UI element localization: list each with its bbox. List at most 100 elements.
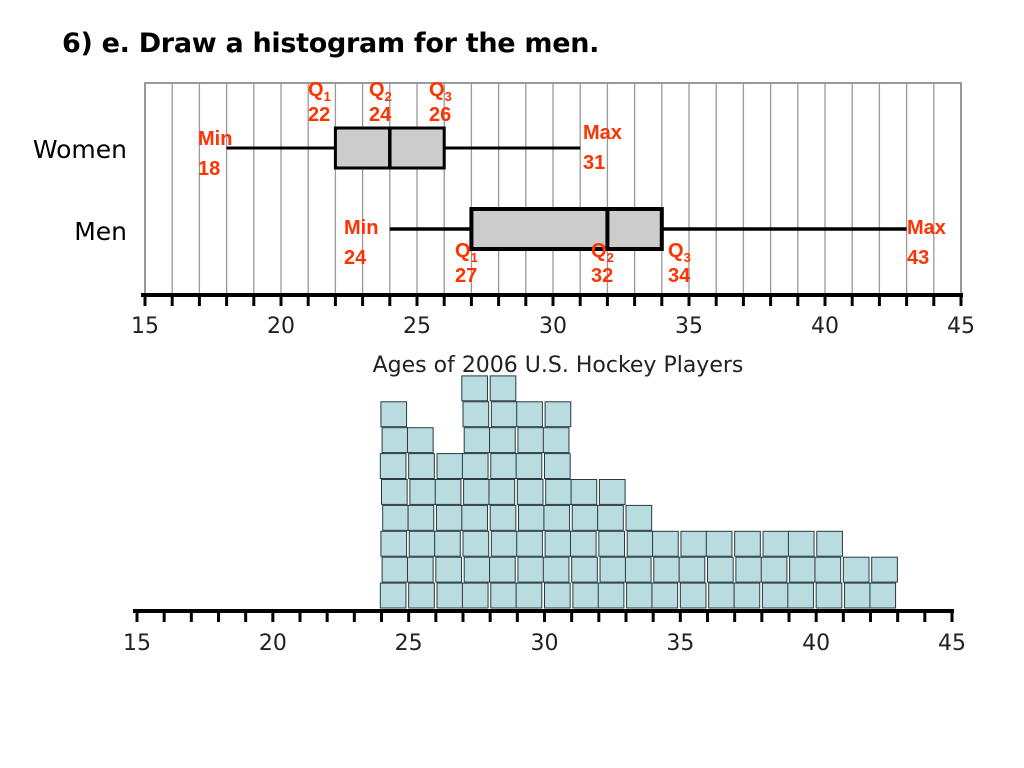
dotplot-title: Ages of 2006 U.S. Hockey Players	[373, 353, 744, 378]
boxplot-gridlines	[144, 82, 962, 296]
dotplot-tile	[489, 556, 516, 583]
men-q3-label-value: 34	[668, 265, 691, 287]
dotplot-tile	[599, 556, 627, 583]
dotplot-tile	[490, 453, 517, 480]
women-max-label-value: 31	[583, 152, 605, 174]
dotplot-tile	[787, 582, 814, 609]
dotplot-column	[406, 427, 437, 609]
dotplot-tile	[653, 556, 680, 583]
dotplot-tile	[626, 582, 653, 609]
dotplot-tile	[379, 582, 407, 609]
women-q3-label-value: 26	[429, 104, 451, 126]
dotplot-tile	[597, 582, 625, 609]
dotplot-tile	[516, 479, 544, 505]
dotplot-column	[814, 530, 843, 609]
dotplot-tile	[572, 582, 600, 609]
dotplot-tile	[598, 530, 625, 557]
dotplot-column	[624, 504, 654, 609]
boxplot-tick-label: 45	[947, 314, 975, 339]
dotplot-tile	[515, 453, 543, 480]
dotplot-tile	[381, 556, 409, 583]
dotplot-tile	[571, 504, 599, 531]
dotplot-column	[434, 453, 464, 609]
dotplot-column	[569, 479, 600, 609]
dotplot-column	[842, 556, 871, 609]
dotplot-tile	[381, 479, 408, 505]
dotplot-tile	[381, 427, 409, 454]
dotplot-tile	[787, 530, 815, 557]
dotplot-tile	[626, 530, 654, 557]
dotplot-tile	[789, 556, 816, 583]
dotplot-tick-label: 40	[802, 631, 830, 656]
men-min-label-name: Min	[344, 217, 378, 239]
dotplot-tile	[734, 530, 761, 557]
boxplot-group-label: Men	[74, 217, 127, 246]
dotplot-tile	[842, 556, 870, 583]
dotplot-tile	[761, 582, 789, 609]
dotplot-tile	[569, 530, 597, 557]
women-q2-label-value: 24	[369, 104, 392, 126]
dotplot-tile	[542, 556, 570, 583]
dotplot-tile	[762, 530, 790, 557]
dotplot-tile	[570, 479, 598, 505]
dotplot-tile	[406, 427, 434, 454]
men-max-label-value: 43	[907, 247, 929, 269]
dotplot-tile	[544, 582, 571, 609]
dotplot-tile	[652, 530, 679, 557]
dotplot-tile	[406, 556, 434, 583]
dotplot-tile	[435, 556, 463, 583]
dotplot-tick-label: 35	[666, 631, 694, 656]
dotplot-tick-label: 15	[123, 631, 151, 656]
dotplot-tick-label: 25	[395, 631, 423, 656]
dotplot-tile	[598, 479, 626, 505]
dotplot-tile	[678, 556, 706, 583]
dotplot-tile	[463, 556, 491, 583]
boxplot-group-label: Women	[33, 135, 127, 164]
women-min-label-value: 18	[198, 158, 220, 180]
women-max-label-name: Max	[583, 122, 622, 144]
dotplot-tile	[382, 504, 409, 531]
boxplot-tick-label: 25	[403, 314, 431, 339]
dotplot-column	[869, 556, 898, 609]
dotplot-tile	[571, 556, 598, 583]
dotplot-column	[597, 479, 627, 609]
dotplot-tile	[517, 556, 545, 583]
dotplot-tile	[490, 582, 517, 609]
dotplot-tile	[462, 530, 490, 557]
dotplot-tile	[705, 530, 733, 557]
dotplot-column	[787, 530, 816, 609]
boxplot-tick-label: 35	[675, 314, 703, 339]
dotplot-tile	[461, 582, 489, 609]
dotplot-tile	[516, 530, 543, 557]
dotplot-tile	[408, 453, 435, 480]
dotplot-tile	[597, 504, 624, 531]
boxplot-tick-label: 30	[539, 314, 567, 339]
boxplot-box	[469, 207, 664, 251]
dotplot-tile	[814, 556, 842, 583]
dotplot-tile	[545, 479, 572, 505]
dotplot-tick-label: 20	[259, 631, 287, 656]
men-q1-label-value: 27	[455, 265, 477, 287]
dotplot-column	[678, 530, 708, 609]
dotplot-column	[651, 530, 680, 609]
slide-heading: 6) e. Draw a histogram for the men.	[62, 28, 600, 59]
dotplot-tile	[379, 453, 407, 480]
dotplot-column	[705, 530, 735, 609]
dotplot-tile	[679, 582, 707, 609]
dotplot-tile	[760, 556, 788, 583]
men-q2-label-value: 32	[591, 265, 613, 287]
boxplot-tick-label: 15	[131, 314, 159, 339]
dotplot-tile	[707, 556, 734, 583]
men-max-label-name: Max	[907, 217, 946, 239]
dotplot-tile	[518, 504, 545, 531]
boxplot-x-axis: 15 20 25 30 35 40 45	[131, 293, 975, 339]
dotplot-tile	[816, 530, 843, 557]
dotplot-tile	[434, 530, 461, 557]
dotplot-tile	[462, 401, 490, 428]
boxplot-tick-label: 40	[811, 314, 839, 339]
dotplot-tile	[463, 427, 491, 454]
